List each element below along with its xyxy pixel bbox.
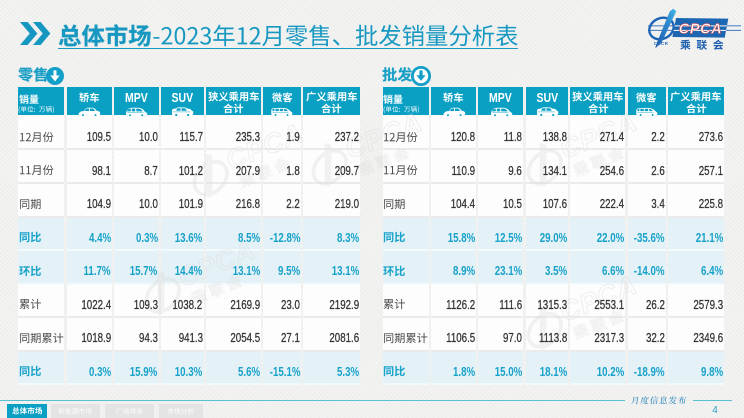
svg-text:CPCA: CPCA [679,22,723,38]
